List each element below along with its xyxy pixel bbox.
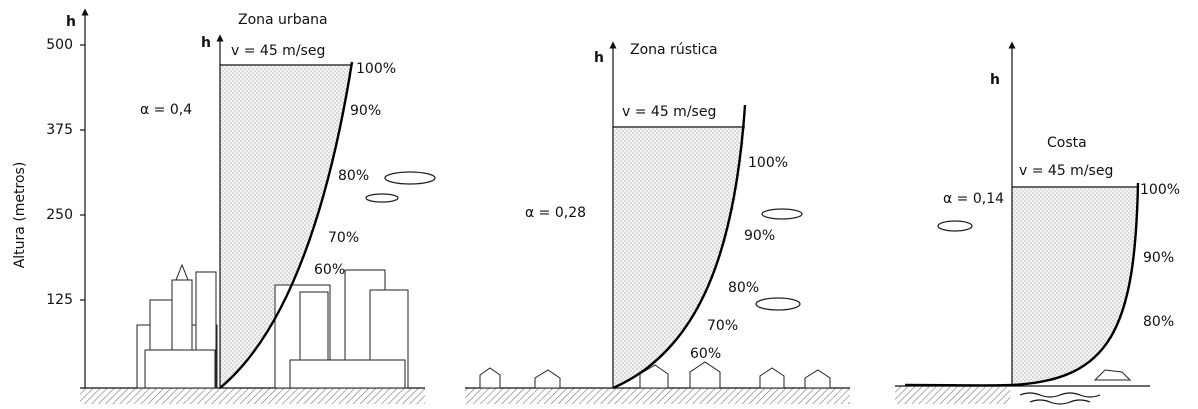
speed-label: v = 45 m/seg: [231, 43, 325, 59]
cloud: [365, 193, 399, 203]
pct-label: 100%: [356, 61, 396, 77]
pct-label: 100%: [748, 155, 788, 171]
panel-urban: Zona urbana h v = 45 m/seg α = 0,4 100% …: [136, 12, 436, 389]
waves: [1019, 392, 1101, 405]
cloud: [755, 297, 801, 311]
pct-label: 100%: [1140, 182, 1180, 198]
pct-label: 80%: [728, 280, 759, 296]
pct-label: 80%: [1143, 314, 1174, 330]
panel-coast: Costa h v = 45 m/seg α = 0,14 100% 90% 8…: [904, 41, 1180, 405]
ground: [80, 388, 425, 404]
panel-title: Zona rústica: [630, 42, 718, 58]
profile-curve: [612, 104, 747, 390]
pct-label: 60%: [690, 346, 721, 362]
h-label: h: [594, 50, 604, 66]
profile-curve: [904, 182, 1140, 387]
h-label: h: [990, 72, 1000, 88]
pct-label: 70%: [328, 230, 359, 246]
panel-title: Zona urbana: [238, 12, 328, 28]
pct-label: 90%: [350, 103, 381, 119]
alpha-label: α = 0,14: [943, 191, 1004, 207]
axis-title: Altura (metros): [12, 162, 28, 269]
tick-label: 500: [46, 37, 73, 53]
profile-area: [1012, 187, 1138, 385]
ground: [895, 386, 1010, 404]
profile-area: [220, 65, 352, 388]
profile-curve: [219, 61, 354, 389]
pct-label: 90%: [1143, 250, 1174, 266]
height-axis: h Altura (metros) 500 375 250 125: [12, 8, 89, 388]
tick-label: 125: [46, 292, 73, 308]
tick-label: 375: [46, 122, 73, 138]
speed-label: v = 45 m/seg: [1019, 163, 1113, 179]
panel-title: Costa: [1047, 135, 1087, 151]
pct-label: 80%: [338, 168, 369, 184]
cloud: [761, 208, 803, 220]
h-label: h: [201, 35, 211, 51]
speed-label: v = 45 m/seg: [622, 104, 716, 120]
cloud: [937, 220, 973, 232]
cloud: [384, 171, 436, 185]
alpha-label: α = 0,28: [525, 205, 586, 221]
axis-label: h: [66, 14, 76, 30]
profile-area: [613, 127, 745, 388]
panel-rural: Zona rústica h v = 45 m/seg α = 0,28 100…: [479, 41, 831, 390]
boat: [1093, 369, 1132, 381]
pct-label: 90%: [744, 228, 775, 244]
ground: [465, 388, 850, 404]
pct-label: 70%: [707, 318, 738, 334]
tick-label: 250: [46, 207, 73, 223]
pct-label: 60%: [314, 262, 345, 278]
alpha-label: α = 0,4: [140, 102, 192, 118]
houses: [479, 361, 831, 389]
